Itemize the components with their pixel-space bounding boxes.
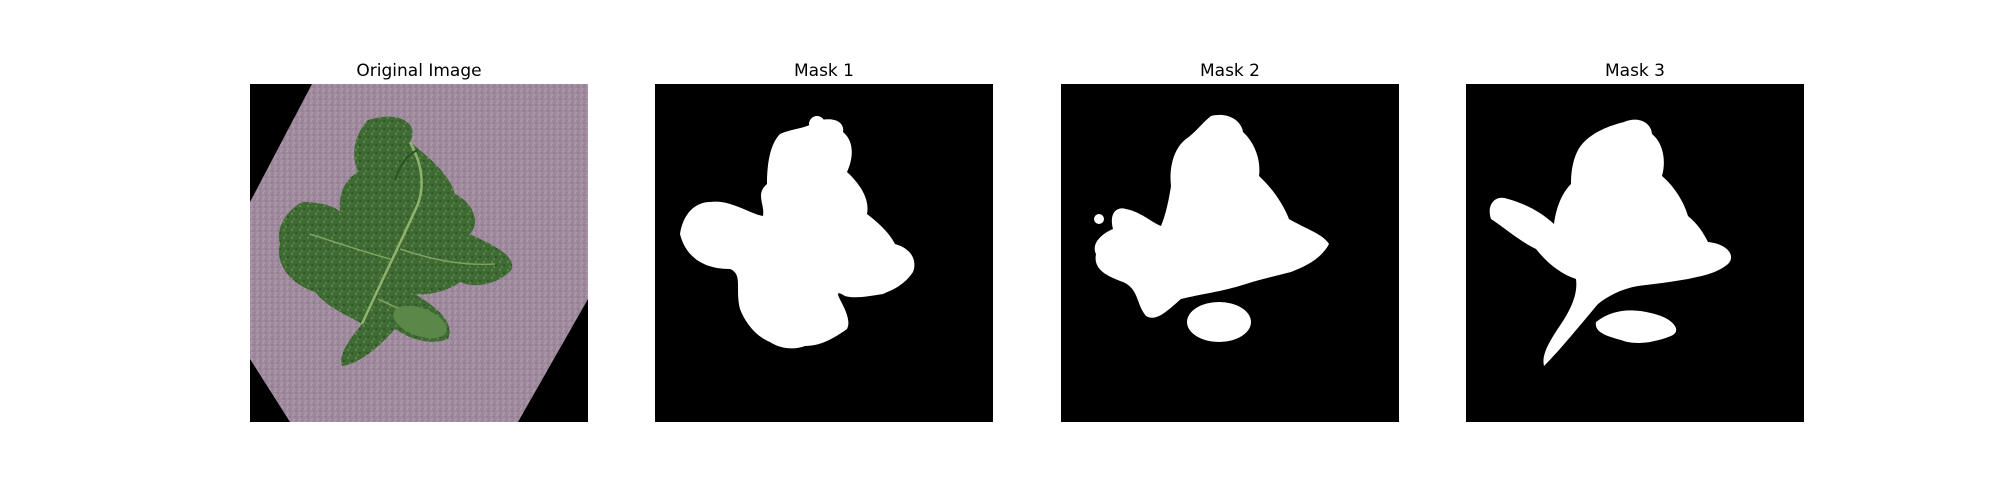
panel-mask-3: Mask 3	[1466, 59, 1804, 422]
mask-1	[655, 84, 993, 422]
panel-title: Original Image	[356, 61, 482, 81]
mask-image	[1466, 84, 1804, 422]
panel-title: Mask 2	[1199, 61, 1260, 81]
panel-original-image: Original Image	[250, 59, 588, 422]
original-image	[250, 84, 588, 422]
panel-mask-1: Mask 1	[655, 59, 993, 422]
mask-image	[655, 84, 993, 422]
panel-title: Mask 1	[793, 61, 854, 81]
mask-image	[1061, 84, 1399, 422]
leaf	[279, 116, 513, 366]
mask-2	[1061, 84, 1399, 422]
mask-3	[1466, 84, 1804, 422]
leaf-photo	[250, 84, 588, 422]
panel-title: Mask 3	[1604, 61, 1665, 81]
panel-mask-2: Mask 2	[1061, 59, 1399, 422]
